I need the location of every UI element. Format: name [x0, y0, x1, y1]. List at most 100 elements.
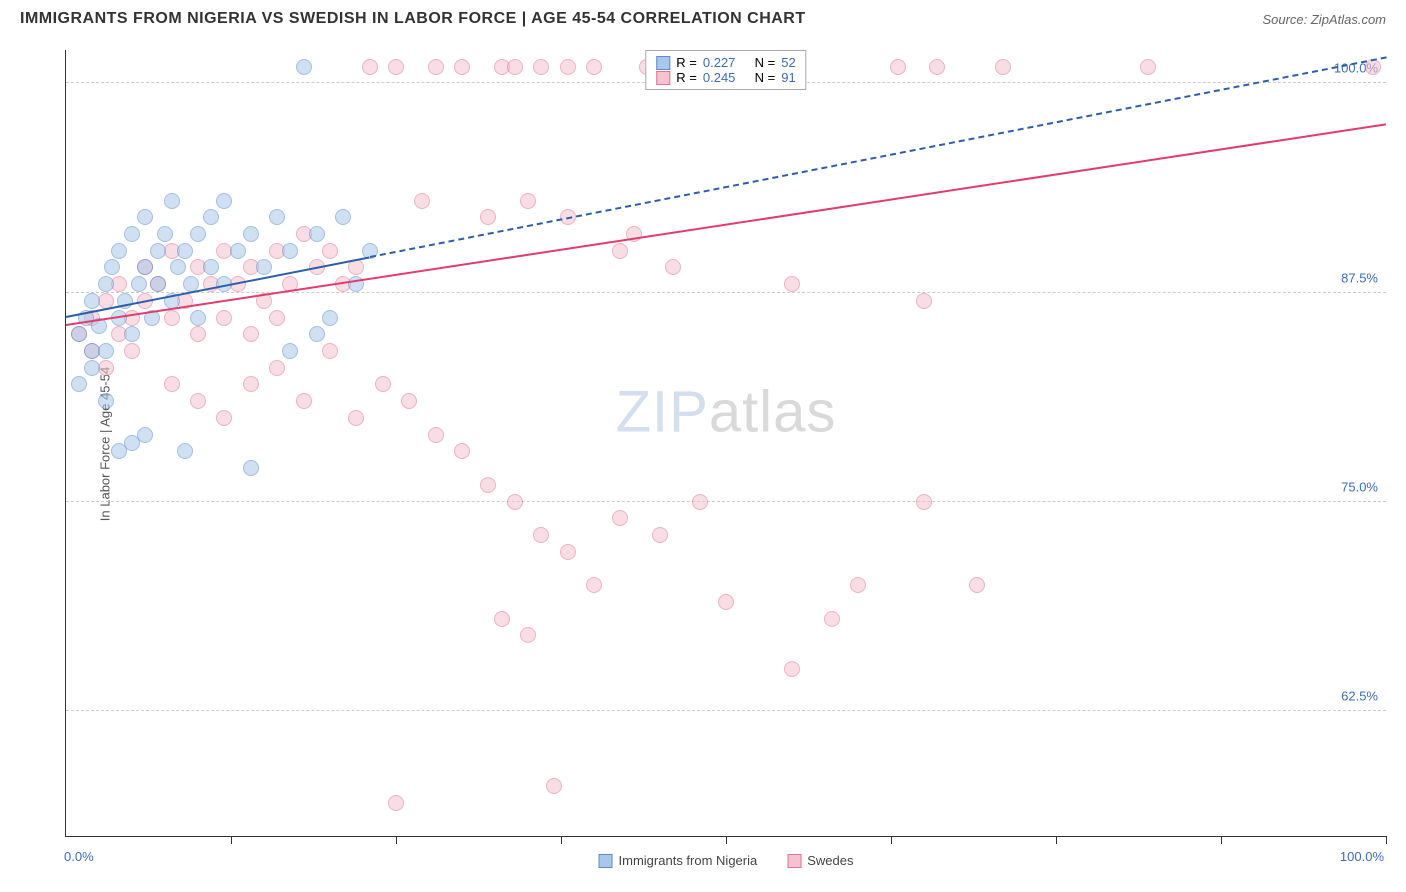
data-point-swedes [216, 410, 232, 426]
data-point-nigeria [177, 443, 193, 459]
data-point-nigeria [190, 310, 206, 326]
data-point-nigeria [230, 243, 246, 259]
data-point-swedes [243, 326, 259, 342]
data-point-nigeria [216, 193, 232, 209]
data-point-swedes [916, 494, 932, 510]
y-tick-label: 62.5% [1341, 688, 1378, 703]
data-point-swedes [190, 393, 206, 409]
x-tick [396, 836, 397, 844]
data-point-nigeria [131, 276, 147, 292]
y-tick-label: 75.0% [1341, 479, 1378, 494]
r-value-swedes: 0.245 [703, 70, 736, 85]
n-value-swedes: 91 [781, 70, 795, 85]
y-tick-label: 87.5% [1341, 270, 1378, 285]
data-point-nigeria [309, 226, 325, 242]
legend-row-swedes: R = 0.245 N = 91 [656, 70, 795, 85]
data-point-swedes [784, 276, 800, 292]
data-point-swedes [586, 577, 602, 593]
data-point-swedes [969, 577, 985, 593]
x-tick [561, 836, 562, 844]
plot-area: ZIPatlas R = 0.227 N = 52 R = 0.245 N = … [65, 50, 1386, 837]
data-point-swedes [375, 376, 391, 392]
series-legend: Immigrants from Nigeria Swedes [599, 853, 854, 868]
swatch-nigeria [656, 56, 670, 70]
data-point-nigeria [124, 226, 140, 242]
data-point-swedes [652, 527, 668, 543]
chart-title: IMMIGRANTS FROM NIGERIA VS SWEDISH IN LA… [20, 10, 806, 28]
data-point-nigeria [296, 59, 312, 75]
data-point-swedes [916, 293, 932, 309]
data-point-nigeria [150, 276, 166, 292]
data-point-swedes [269, 310, 285, 326]
data-point-swedes [388, 795, 404, 811]
data-point-nigeria [84, 360, 100, 376]
data-point-swedes [362, 59, 378, 75]
data-point-nigeria [98, 276, 114, 292]
data-point-swedes [507, 59, 523, 75]
data-point-swedes [995, 59, 1011, 75]
source-label: Source: ZipAtlas.com [1262, 12, 1386, 27]
data-point-swedes [322, 343, 338, 359]
data-point-nigeria [137, 427, 153, 443]
data-point-swedes [388, 59, 404, 75]
data-point-swedes [533, 59, 549, 75]
data-point-swedes [428, 427, 444, 443]
data-point-swedes [428, 59, 444, 75]
data-point-nigeria [104, 259, 120, 275]
data-point-swedes [612, 510, 628, 526]
data-point-swedes [494, 611, 510, 627]
data-point-swedes [850, 577, 866, 593]
x-axis-label-min: 0.0% [64, 849, 94, 864]
data-point-swedes [824, 611, 840, 627]
data-point-nigeria [282, 343, 298, 359]
data-point-swedes [480, 477, 496, 493]
data-point-nigeria [243, 226, 259, 242]
gridline [66, 501, 1386, 502]
legend-row-nigeria: R = 0.227 N = 52 [656, 55, 795, 70]
data-point-nigeria [282, 243, 298, 259]
x-tick [231, 836, 232, 844]
data-point-nigeria [71, 376, 87, 392]
data-point-swedes [665, 259, 681, 275]
data-point-swedes [546, 778, 562, 794]
chart-container: In Labor Force | Age 45-54 ZIPatlas R = … [50, 50, 1386, 837]
data-point-swedes [890, 59, 906, 75]
gridline [66, 710, 1386, 711]
data-point-nigeria [309, 326, 325, 342]
data-point-swedes [692, 494, 708, 510]
data-point-nigeria [203, 259, 219, 275]
legend-item-swedes: Swedes [787, 853, 853, 868]
data-point-nigeria [98, 343, 114, 359]
n-value-nigeria: 52 [781, 55, 795, 70]
data-point-nigeria [322, 310, 338, 326]
data-point-swedes [784, 661, 800, 677]
data-point-nigeria [111, 243, 127, 259]
r-value-nigeria: 0.227 [703, 55, 736, 70]
data-point-nigeria [177, 243, 193, 259]
data-point-swedes [296, 393, 312, 409]
data-point-swedes [414, 193, 430, 209]
x-tick [726, 836, 727, 844]
data-point-nigeria [137, 209, 153, 225]
data-point-swedes [164, 376, 180, 392]
data-point-nigeria [170, 259, 186, 275]
legend-item-nigeria: Immigrants from Nigeria [599, 853, 758, 868]
data-point-swedes [612, 243, 628, 259]
data-point-swedes [124, 343, 140, 359]
data-point-swedes [269, 360, 285, 376]
data-point-swedes [560, 544, 576, 560]
swatch-nigeria-icon [599, 854, 613, 868]
data-point-nigeria [269, 209, 285, 225]
data-point-nigeria [243, 460, 259, 476]
data-point-swedes [929, 59, 945, 75]
data-point-nigeria [71, 326, 87, 342]
data-point-swedes [164, 310, 180, 326]
data-point-swedes [322, 243, 338, 259]
data-point-nigeria [150, 243, 166, 259]
data-point-swedes [586, 59, 602, 75]
swatch-swedes-icon [787, 854, 801, 868]
data-point-swedes [480, 209, 496, 225]
data-point-nigeria [256, 259, 272, 275]
data-point-nigeria [203, 209, 219, 225]
data-point-swedes [190, 326, 206, 342]
